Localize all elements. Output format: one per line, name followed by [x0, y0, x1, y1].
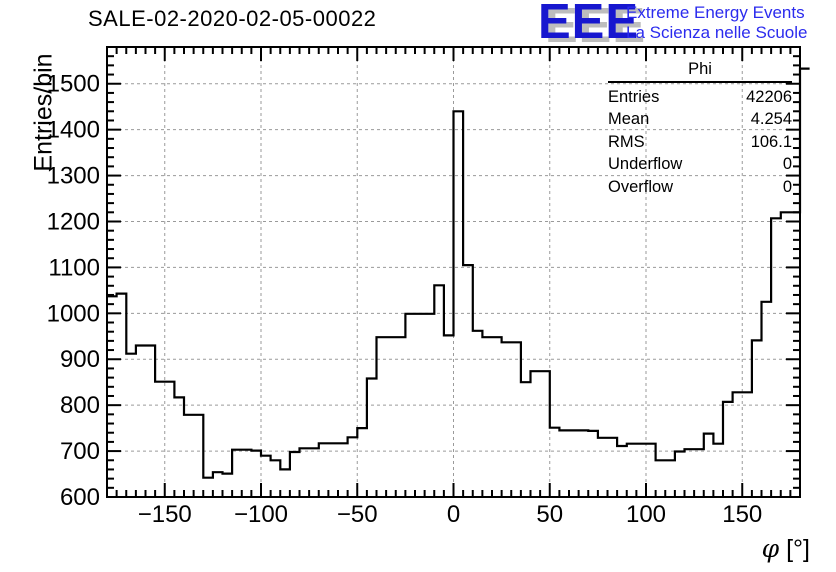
plot-title: SALE-02-2020-02-05-00022 [88, 6, 377, 31]
svg-text:100: 100 [626, 501, 666, 528]
svg-text:1400: 1400 [47, 117, 100, 144]
phi-symbol: φ [761, 534, 780, 563]
stats-row-mean: Mean 4.254 [608, 110, 792, 129]
eee-logo: EEE Extreme Energy Events La Scienza nel… [538, 0, 836, 49]
svg-text:1100: 1100 [48, 254, 100, 281]
eee-logo-line1: Extreme Energy Events [626, 3, 805, 22]
stats-row-overflow: Overflow 0 [608, 177, 792, 196]
eee-logo-letters: EEE [538, 0, 640, 49]
x-axis-unit: [°] [779, 535, 810, 563]
eee-logo-line2: La Scienza nelle Scuole [626, 23, 808, 42]
stats-row-entries: Entries 42206 [608, 88, 792, 106]
svg-text:150: 150 [722, 501, 762, 528]
svg-text:1000: 1000 [47, 300, 100, 327]
stats-box: Phi Entries 42206 Mean 4.254 RMS 106.1 U… [608, 60, 792, 198]
y-axis-title: Entries/bin [29, 53, 58, 172]
svg-text:900: 900 [60, 346, 100, 373]
x-axis-title: φ [°] [762, 534, 810, 564]
svg-text:1200: 1200 [47, 208, 100, 235]
svg-text:0: 0 [447, 501, 460, 528]
svg-text:800: 800 [60, 392, 100, 419]
stats-row-underflow: Underflow 0 [608, 155, 792, 174]
svg-text:50: 50 [536, 501, 563, 528]
svg-text:1500: 1500 [47, 71, 100, 98]
svg-text:700: 700 [60, 438, 100, 465]
svg-text:−100: −100 [234, 501, 288, 528]
svg-text:600: 600 [60, 484, 100, 511]
stats-title: Phi [688, 60, 712, 78]
stats-title-underline [608, 81, 792, 83]
svg-text:−50: −50 [337, 501, 378, 528]
svg-text:1300: 1300 [47, 163, 100, 190]
stats-row-rms: RMS 106.1 [608, 132, 792, 151]
svg-text:−150: −150 [138, 501, 192, 528]
